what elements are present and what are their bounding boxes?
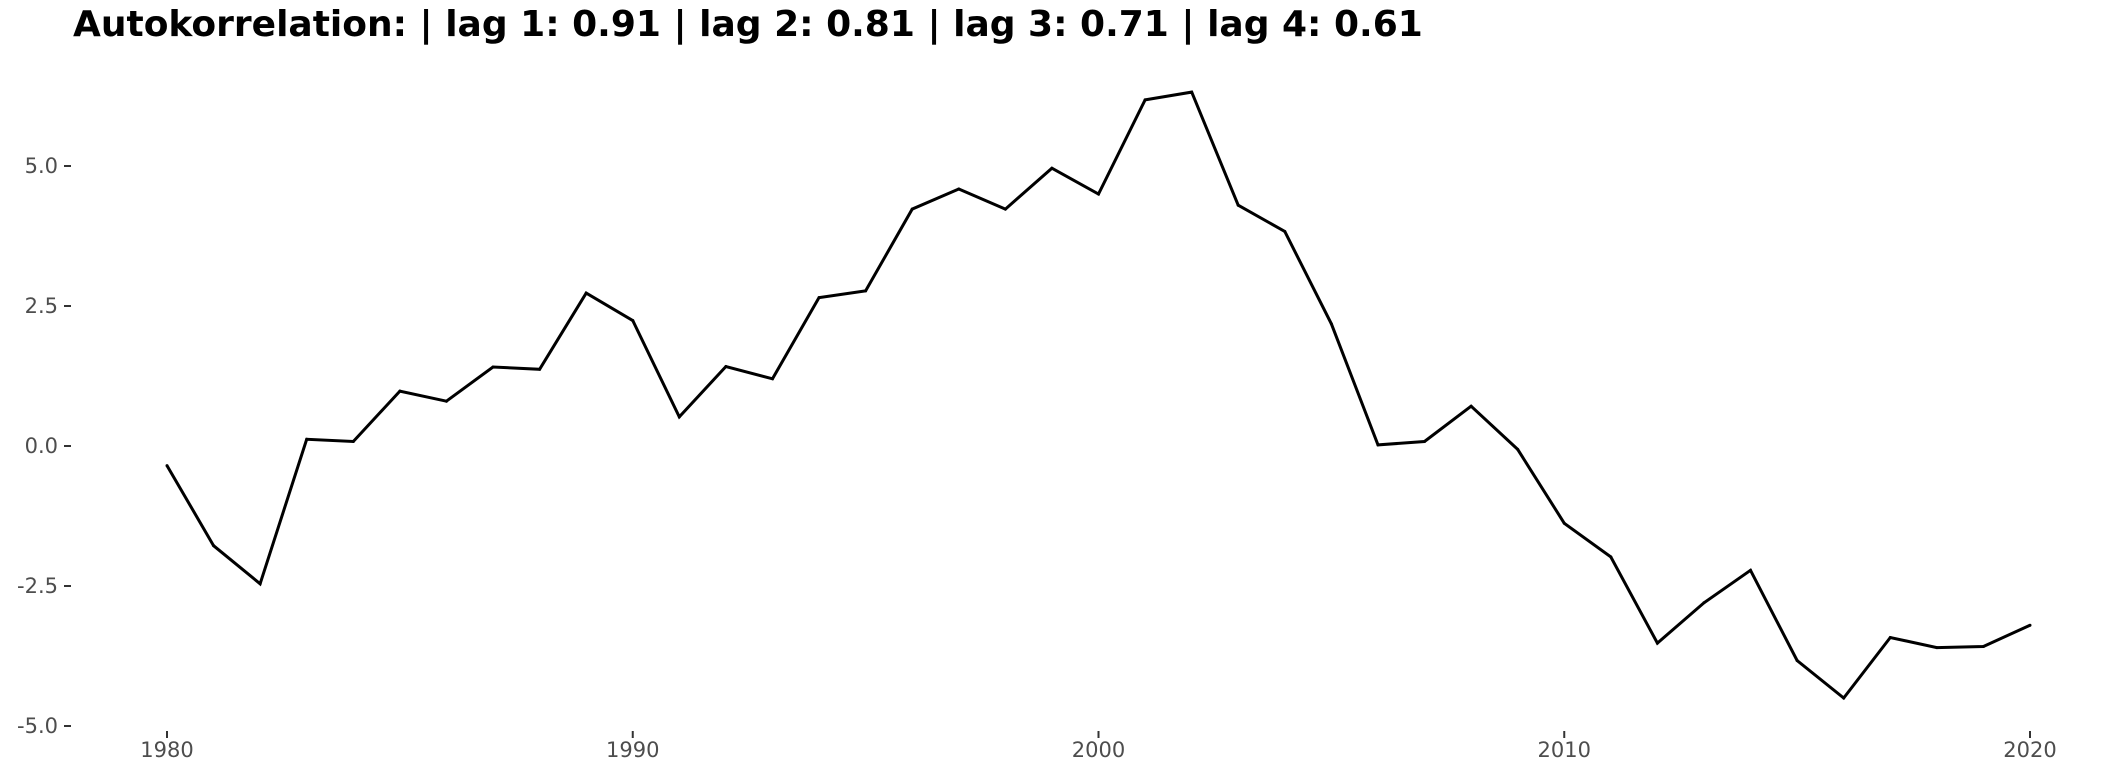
x-tick-label: 1980 — [140, 738, 193, 762]
data-point — [1329, 322, 1333, 326]
y-tick-label: 0.0 — [25, 434, 58, 458]
data-point — [1749, 568, 1753, 572]
x-tick-label: 2010 — [1538, 738, 1591, 762]
data-point — [1423, 440, 1427, 444]
data-point — [1888, 636, 1892, 640]
data-point — [1935, 646, 1939, 650]
data-point — [1143, 98, 1147, 102]
data-point — [1655, 641, 1659, 645]
data-point — [444, 399, 448, 403]
data-point — [1516, 447, 1520, 451]
series-group — [165, 90, 2032, 701]
data-point — [212, 544, 216, 548]
data-point — [491, 365, 495, 369]
data-point — [1283, 230, 1287, 234]
x-tick-label: 1990 — [606, 738, 659, 762]
data-point — [1469, 404, 1473, 408]
data-point — [584, 291, 588, 295]
series-line — [165, 90, 2031, 701]
data-point — [1842, 696, 1846, 700]
data-point — [677, 415, 681, 419]
data-point — [305, 437, 309, 441]
data-point — [1702, 601, 1706, 605]
data-point — [910, 207, 914, 211]
data-point — [258, 582, 262, 586]
y-tick-label: 2.5 — [25, 294, 58, 318]
data-point — [1376, 443, 1380, 447]
y-axis: 5.0 2.5 0.0 -2.5 -5.0 — [17, 154, 71, 738]
y-tick-label: 5.0 — [25, 154, 58, 178]
data-point — [770, 377, 774, 381]
x-tick-label: 2000 — [1072, 738, 1125, 762]
data-point — [1097, 192, 1100, 196]
data-point — [1050, 166, 1054, 170]
data-point — [1609, 555, 1613, 559]
data-point — [351, 440, 355, 444]
data-point — [631, 319, 635, 323]
y-tick-label: -2.5 — [17, 574, 58, 598]
data-point — [1236, 203, 1240, 207]
data-point — [165, 464, 169, 468]
data-point — [1562, 521, 1566, 525]
data-point — [538, 367, 542, 371]
data-point — [1981, 644, 1985, 648]
data-point — [2028, 623, 2032, 627]
data-point — [817, 296, 821, 300]
x-tick-label: 2020 — [2003, 738, 2056, 762]
x-axis: 1980 1990 2000 2010 2020 — [140, 731, 2057, 762]
data-point — [724, 364, 728, 368]
data-point — [957, 187, 961, 191]
data-point — [864, 289, 868, 293]
data-point — [398, 389, 402, 393]
chart-title: Autokorrelation: | lag 1: 0.91 | lag 2: … — [73, 4, 1423, 45]
data-point — [1190, 90, 1194, 94]
y-tick-label: -5.0 — [17, 714, 58, 738]
data-point — [1003, 207, 1007, 211]
data-point — [1795, 658, 1799, 662]
